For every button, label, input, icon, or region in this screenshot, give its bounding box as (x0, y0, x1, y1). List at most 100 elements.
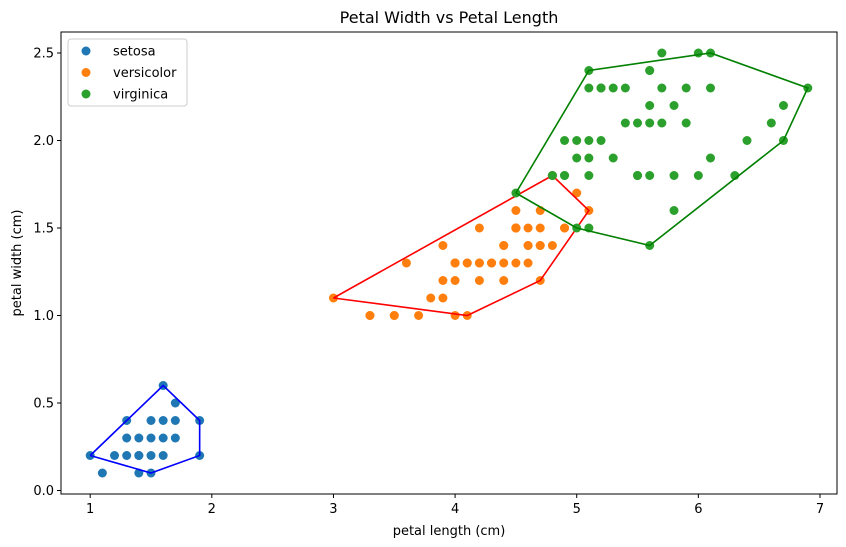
point-setosa-1 (122, 451, 132, 460)
point-virginica-0 (693, 48, 703, 58)
point-versicolor-36 (535, 223, 545, 233)
point-virginica-29 (669, 206, 679, 215)
point-versicolor-26 (547, 241, 557, 250)
point-setosa-6 (158, 451, 168, 460)
x-tick-label-0: 1 (86, 502, 94, 517)
y-tick-label-0: 0.0 (33, 484, 54, 499)
point-versicolor-49 (474, 258, 484, 268)
point-virginica-35 (706, 83, 716, 93)
hull-setosa (89, 384, 201, 474)
x-tick-label-3: 4 (451, 502, 459, 517)
x-tick-label-6: 7 (816, 502, 824, 517)
point-virginica-28 (645, 118, 655, 128)
chart-title: Petal Width vs Petal Length (340, 8, 559, 27)
point-virginica-25 (693, 171, 703, 180)
point-virginica-2 (681, 118, 691, 128)
point-virginica-5 (766, 118, 776, 128)
point-virginica-38 (547, 171, 557, 180)
point-virginica-46 (596, 136, 606, 145)
point-versicolor-5 (511, 258, 521, 268)
x-tick-label-2: 3 (329, 502, 337, 517)
point-versicolor-34 (511, 223, 521, 233)
point-setosa-18 (146, 416, 156, 425)
legend-label-setosa: setosa (113, 45, 156, 60)
point-versicolor-27 (572, 188, 582, 198)
point-virginica-30 (706, 153, 716, 163)
series-setosa (85, 381, 205, 478)
point-versicolor-14 (401, 258, 411, 268)
x-axis: 1 2 3 4 5 6 7 (86, 494, 824, 517)
point-setosa-13 (158, 416, 168, 425)
point-versicolor-42 (450, 276, 460, 285)
x-tick-label-4: 5 (573, 502, 581, 517)
point-virginica-3 (645, 171, 655, 180)
point-setosa-2 (146, 451, 156, 460)
y-axis-label: petal width (cm) (10, 210, 25, 317)
point-versicolor-29 (389, 311, 399, 320)
point-versicolor-46 (487, 258, 497, 268)
point-versicolor-32 (438, 276, 448, 285)
legend-box (67, 38, 188, 107)
point-virginica-37 (633, 171, 643, 180)
point-setosa-22 (134, 451, 144, 460)
point-setosa-3 (170, 416, 180, 425)
point-setosa-17 (122, 433, 132, 443)
point-versicolor-48 (462, 258, 472, 268)
legend-marker-virginica (81, 89, 91, 99)
point-versicolor-30 (426, 293, 436, 303)
series-virginica (511, 48, 813, 250)
point-versicolor-35 (511, 206, 521, 215)
point-virginica-10 (584, 136, 594, 145)
point-virginica-13 (572, 136, 582, 145)
point-virginica-17 (778, 101, 788, 110)
point-versicolor-40 (499, 276, 509, 285)
point-versicolor-31 (414, 311, 424, 320)
point-versicolor-11 (474, 223, 484, 233)
hull-virginica (515, 52, 809, 247)
point-versicolor-37 (499, 258, 509, 268)
point-setosa-7 (97, 468, 107, 478)
point-virginica-48 (584, 171, 594, 180)
y-tick-label-5: 2.5 (33, 47, 54, 62)
point-setosa-10 (170, 433, 180, 443)
legend-label-virginica: virginica (113, 88, 168, 103)
point-virginica-49 (596, 83, 606, 93)
x-tick-label-5: 6 (694, 502, 702, 517)
point-versicolor-39 (450, 258, 460, 268)
point-versicolor-50 (523, 241, 533, 250)
point-virginica-39 (620, 118, 630, 128)
y-tick-label-4: 2.0 (33, 134, 54, 149)
point-setosa-20 (170, 398, 180, 408)
y-tick-label-1: 0.5 (33, 397, 54, 412)
point-virginica-42 (681, 83, 691, 93)
point-virginica-15 (608, 83, 618, 93)
point-virginica-4 (669, 101, 679, 110)
point-virginica-47 (620, 83, 630, 93)
point-versicolor-12 (450, 311, 460, 320)
point-virginica-21 (560, 136, 570, 145)
point-setosa-4 (134, 433, 144, 443)
point-virginica-12 (633, 118, 643, 128)
point-versicolor-45 (474, 276, 484, 285)
point-virginica-31 (742, 136, 752, 145)
x-tick-label-1: 2 (208, 502, 216, 517)
point-virginica-45 (572, 153, 582, 163)
point-versicolor-25 (499, 241, 509, 250)
series-versicolor (328, 171, 594, 320)
point-versicolor-9 (438, 241, 448, 250)
point-versicolor-22 (560, 223, 570, 233)
legend: setosa versicolor virginica (67, 38, 188, 107)
point-virginica-20 (657, 83, 667, 93)
point-virginica-8 (669, 171, 679, 180)
point-virginica-24 (657, 118, 667, 128)
point-versicolor-13 (535, 241, 545, 250)
point-setosa-19 (158, 433, 168, 443)
y-tick-label-2: 1.0 (33, 309, 54, 324)
y-axis: 0.0 0.5 1.0 1.5 2.0 2.5 (33, 47, 61, 499)
point-versicolor-19 (438, 293, 448, 303)
point-virginica-27 (560, 171, 570, 180)
point-versicolor-43 (365, 311, 375, 320)
legend-marker-versicolor (81, 68, 91, 77)
y-tick-label-3: 1.5 (33, 222, 54, 237)
